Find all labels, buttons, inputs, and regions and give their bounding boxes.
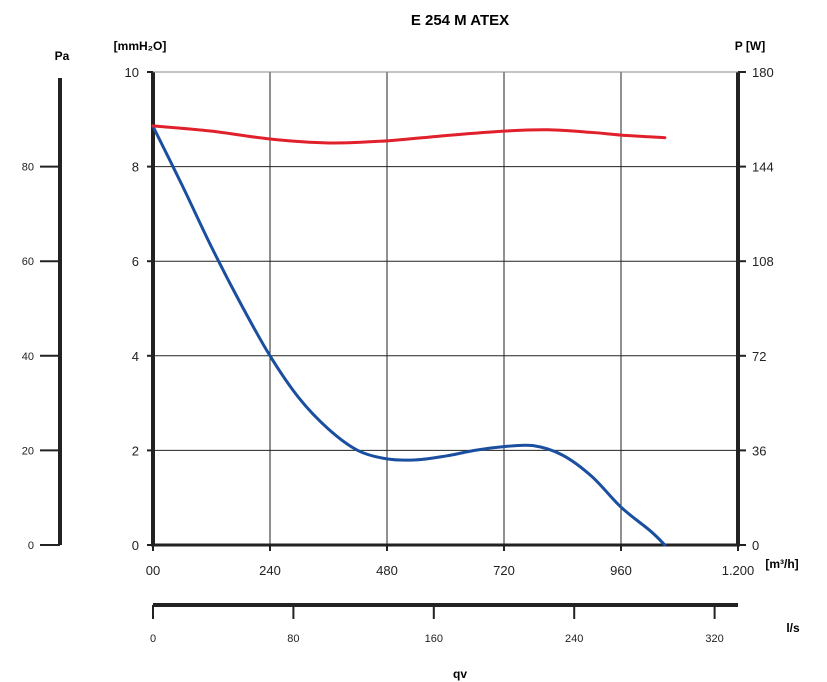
mmh2o-tick-label: 0 [132, 538, 139, 553]
pressure-curve [151, 124, 667, 547]
x-tick-label: 1.200 [722, 563, 755, 578]
grid-layer [153, 71, 738, 545]
ls-tick-label: 160 [425, 633, 443, 645]
mmh2o-tick-label: 8 [132, 160, 139, 175]
x-tick-label: 960 [610, 563, 632, 578]
x-tick-label: 00 [146, 563, 160, 578]
pa-tick-label: 60 [22, 256, 34, 268]
pa-tick-label: 40 [22, 351, 34, 363]
mmh2o-tick-label: 4 [132, 349, 139, 364]
mmh2o-tick-label: 10 [125, 65, 139, 80]
chart-title: E 254 M ATEX [411, 12, 509, 29]
power-tick-label: 72 [752, 349, 766, 364]
curves-layer [151, 124, 667, 547]
ls-axis-unit: l/s [786, 621, 800, 635]
mmh2o-tick-label: 6 [132, 254, 139, 269]
x-axis-label: qv [453, 667, 467, 681]
pa-tick-label: 80 [22, 162, 34, 174]
ticks-layer: 00 240 480 720 960 1.200024681003672108144180… [22, 65, 774, 645]
pa-tick-label: 20 [22, 445, 34, 457]
ls-tick-label: 80 [287, 633, 299, 645]
x-tick-label: 720 [493, 563, 515, 578]
pa-tick-label: 0 [28, 540, 34, 552]
mmh2o-axis-unit: [mmH₂O] [114, 39, 167, 53]
power-tick-label: 144 [752, 160, 774, 175]
axes-layer [58, 71, 740, 607]
ls-tick-label: 240 [565, 633, 583, 645]
power-curve [151, 124, 667, 145]
x-tick-label: 480 [376, 563, 398, 578]
power-tick-label: 0 [752, 538, 759, 553]
power-axis-unit: P [W] [735, 39, 765, 53]
power-tick-label: 108 [752, 254, 774, 269]
m3h-axis-unit: [m³/h] [765, 557, 798, 571]
power-tick-label: 36 [752, 443, 766, 458]
ls-tick-label: 0 [150, 633, 156, 645]
mmh2o-tick-label: 2 [132, 443, 139, 458]
pa-axis-unit: Pa [55, 49, 70, 63]
x-tick-label: 240 [259, 563, 281, 578]
ls-tick-label: 320 [705, 633, 723, 645]
power-tick-label: 180 [752, 65, 774, 80]
